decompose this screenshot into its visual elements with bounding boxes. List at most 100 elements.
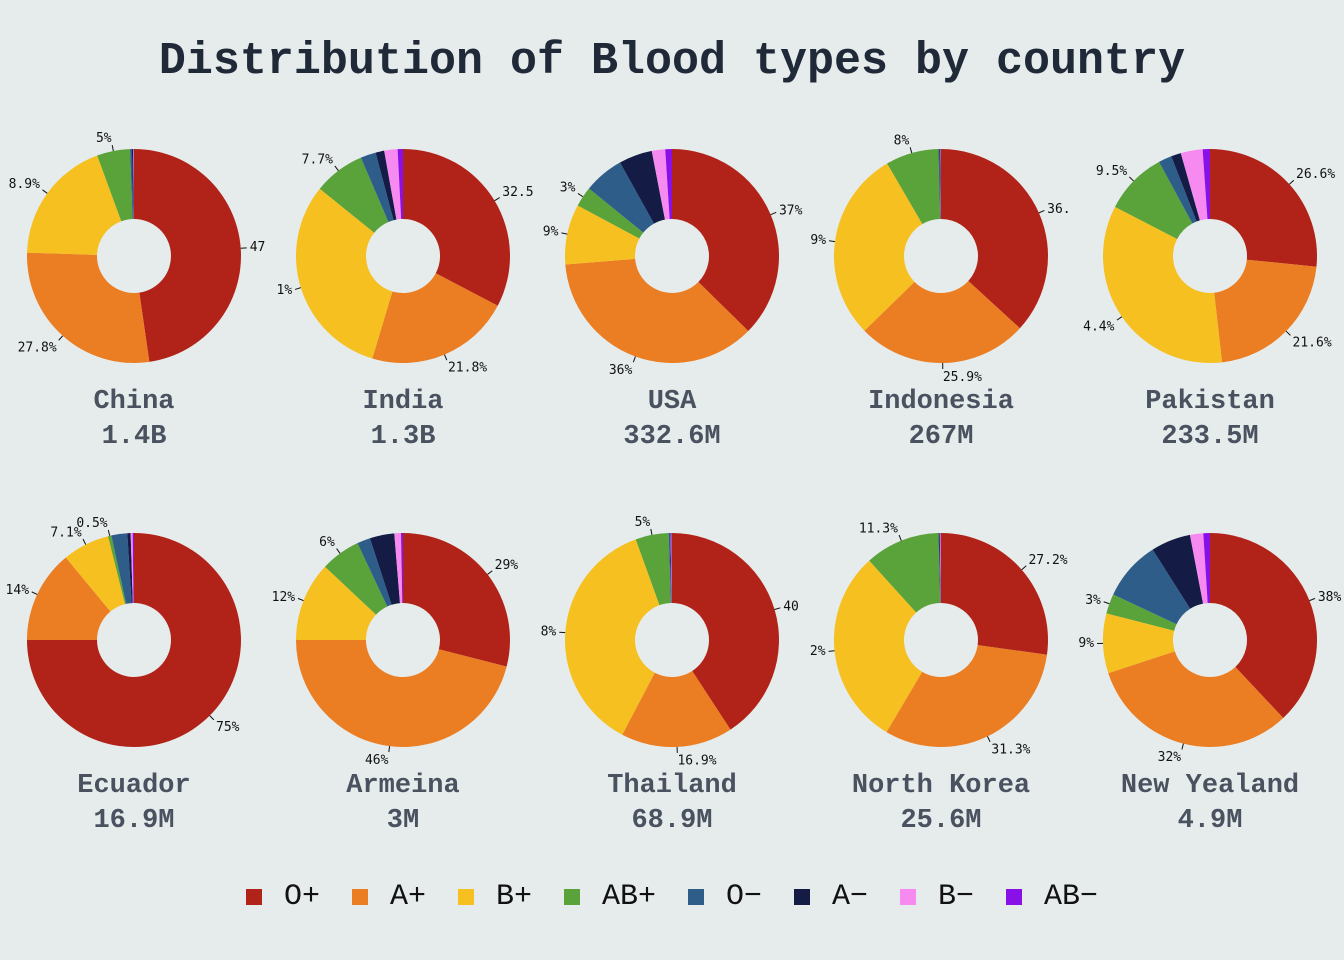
slice-india-ab-neg[interactable] xyxy=(397,149,403,220)
label-tick-new-yealand-a-pos xyxy=(1181,743,1184,750)
legend-item-o-neg[interactable]: O− xyxy=(688,880,762,914)
slice-ecuador-ab-pos[interactable] xyxy=(108,535,127,605)
slice-armeina-ab-neg[interactable] xyxy=(400,533,403,604)
slice-armeina-o-pos[interactable] xyxy=(403,533,510,667)
data-label-pakistan-b-pos: 4.4% xyxy=(1083,320,1114,335)
slice-usa-o-neg[interactable] xyxy=(588,162,655,233)
slice-china-b-pos[interactable] xyxy=(27,155,122,255)
slice-india-a-neg[interactable] xyxy=(375,150,397,221)
slice-usa-b-pos[interactable] xyxy=(564,205,640,265)
slice-ecuador-b-neg[interactable] xyxy=(130,533,134,604)
slice-india-o-pos[interactable] xyxy=(403,149,510,306)
legend-item-a-pos[interactable]: A+ xyxy=(351,880,426,914)
slice-usa-a-neg[interactable] xyxy=(619,150,665,224)
slice-ecuador-o-pos[interactable] xyxy=(27,533,241,747)
slice-ecuador-a-pos[interactable] xyxy=(27,557,111,640)
slice-pakistan-a-pos[interactable] xyxy=(1214,259,1317,363)
donut-china: 47 27.8% 8.9% 5% xyxy=(9,131,265,363)
slice-thailand-a-pos[interactable] xyxy=(622,670,731,747)
slice-india-b-neg[interactable] xyxy=(384,149,402,220)
slice-thailand-b-neg[interactable] xyxy=(670,533,672,604)
slice-armeina-o-neg[interactable] xyxy=(357,538,392,607)
slice-china-ab-pos[interactable] xyxy=(97,149,133,222)
slice-usa-b-neg[interactable] xyxy=(651,149,670,220)
slice-ecuador-ab-neg[interactable] xyxy=(132,533,134,604)
legend-item-b-pos[interactable]: B+ xyxy=(457,880,532,914)
slice-indonesia-b-pos[interactable] xyxy=(834,163,923,331)
label-tick-new-yealand-o-pos xyxy=(1309,597,1316,602)
label-tick-india-ab-pos xyxy=(334,165,339,171)
slice-new-yealand-ab-pos[interactable] xyxy=(1106,594,1177,631)
slice-india-a-pos[interactable] xyxy=(372,273,498,363)
slice-indonesia-b-neg[interactable] xyxy=(940,149,941,220)
legend-item-b-neg[interactable]: B− xyxy=(900,880,974,914)
donut-north-korea: 27.2% 31.3% 2% 11.3% xyxy=(810,521,1068,757)
slice-usa-ab-pos[interactable] xyxy=(577,188,644,239)
slice-armeina-b-pos[interactable] xyxy=(296,566,377,640)
slice-pakistan-ab-neg[interactable] xyxy=(1202,149,1210,220)
slice-indonesia-a-neg[interactable] xyxy=(939,149,941,220)
slice-pakistan-o-neg[interactable] xyxy=(1159,156,1197,224)
slice-pakistan-b-neg[interactable] xyxy=(1180,149,1208,221)
slice-usa-a-pos[interactable] xyxy=(565,258,749,364)
legend-item-ab-neg[interactable]: AB− xyxy=(1006,880,1098,914)
slice-thailand-ab-pos[interactable] xyxy=(635,533,671,606)
slice-new-yealand-b-neg[interactable] xyxy=(1189,533,1208,604)
slice-china-a-pos[interactable] xyxy=(27,252,150,363)
slice-indonesia-a-pos[interactable] xyxy=(864,280,1020,363)
slice-armeina-a-pos[interactable] xyxy=(296,640,507,747)
slice-thailand-ab-neg[interactable] xyxy=(671,533,672,604)
slice-ecuador-o-neg[interactable] xyxy=(111,533,132,604)
slice-armeina-a-neg[interactable] xyxy=(369,533,400,605)
slice-ecuador-b-pos[interactable] xyxy=(65,536,126,612)
slice-indonesia-o-neg[interactable] xyxy=(938,149,941,220)
legend-item-o-pos[interactable]: O+ xyxy=(245,880,320,914)
data-label-north-korea-ab-pos: 11.3% xyxy=(859,521,898,536)
slice-usa-ab-neg[interactable] xyxy=(665,149,672,220)
slice-pakistan-a-neg[interactable] xyxy=(1171,153,1200,222)
slice-armeina-ab-pos[interactable] xyxy=(325,543,388,615)
label-tick-armeina-o-pos xyxy=(487,570,493,575)
slice-new-yealand-o-neg[interactable] xyxy=(1113,549,1191,625)
data-label-thailand-ab-pos: 5% xyxy=(635,515,651,530)
slice-usa-o-pos[interactable] xyxy=(672,149,779,332)
slice-indonesia-o-pos[interactable] xyxy=(941,149,1048,329)
slice-new-yealand-o-pos[interactable] xyxy=(1210,533,1317,718)
country-name-thailand: Thailand xyxy=(607,771,737,801)
slice-new-yealand-a-pos[interactable] xyxy=(1108,651,1284,747)
slice-thailand-b-pos[interactable] xyxy=(565,539,660,735)
slice-north-korea-ab-pos[interactable] xyxy=(869,533,941,613)
slice-new-yealand-a-neg[interactable] xyxy=(1152,534,1204,609)
legend-item-ab-pos[interactable]: AB+ xyxy=(563,880,656,914)
slice-armeina-b-neg[interactable] xyxy=(394,533,403,604)
slice-north-korea-o-neg[interactable] xyxy=(938,533,941,604)
slice-china-a-neg[interactable] xyxy=(131,149,134,220)
label-tick-pakistan-o-pos xyxy=(1289,179,1295,185)
donut-chart-grid: 47 27.8% 8.9% 5% China 1.4B 32.5 21.8% 1% 7.7% Ind… xyxy=(6,131,1342,836)
donut-usa: 37% 36% 9% 3% xyxy=(543,149,803,378)
slice-china-o-pos[interactable] xyxy=(134,149,242,362)
slice-china-o-neg[interactable] xyxy=(130,149,134,220)
donut-ecuador: 75% 14% 7.1%0.5% xyxy=(6,516,241,747)
legend-item-a-neg[interactable]: A− xyxy=(794,880,868,914)
slice-ecuador-a-neg[interactable] xyxy=(127,533,133,604)
slice-north-korea-o-pos[interactable] xyxy=(941,533,1048,655)
slice-india-o-neg[interactable] xyxy=(360,152,394,222)
data-label-armeina-o-pos: 29% xyxy=(495,558,519,573)
slice-north-korea-b-pos[interactable] xyxy=(833,560,923,733)
slice-thailand-o-neg[interactable] xyxy=(668,533,672,604)
slice-new-yealand-b-pos[interactable] xyxy=(1102,613,1175,674)
slice-pakistan-o-pos[interactable] xyxy=(1210,149,1317,267)
slice-indonesia-ab-pos[interactable] xyxy=(887,149,941,225)
slice-pakistan-ab-pos[interactable] xyxy=(1114,161,1193,239)
slice-new-yealand-ab-neg[interactable] xyxy=(1203,533,1210,604)
slice-thailand-a-neg[interactable] xyxy=(669,533,672,604)
slice-north-korea-b-neg[interactable] xyxy=(939,533,941,604)
slice-pakistan-b-pos[interactable] xyxy=(1103,206,1223,364)
slice-north-korea-a-pos[interactable] xyxy=(886,645,1047,747)
slice-china-b-neg[interactable] xyxy=(133,149,134,220)
slice-india-ab-pos[interactable] xyxy=(319,157,389,233)
slice-india-b-pos[interactable] xyxy=(296,188,393,359)
slice-north-korea-a-neg[interactable] xyxy=(939,533,941,604)
slice-thailand-o-pos[interactable] xyxy=(672,533,779,730)
